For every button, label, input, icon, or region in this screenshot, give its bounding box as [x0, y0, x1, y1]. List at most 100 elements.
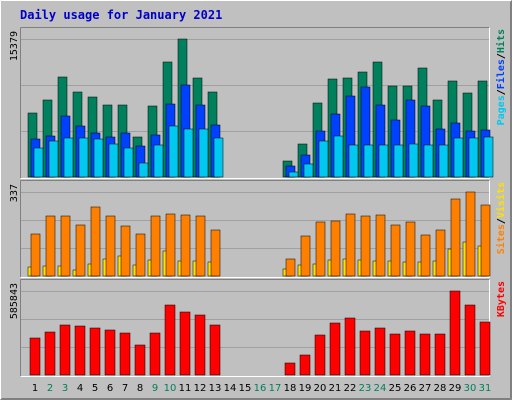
x-tick-label: 6 — [107, 383, 113, 394]
bar-pages-day-9 — [153, 144, 164, 178]
bar-pages-day-23 — [363, 144, 374, 178]
x-tick-label: 23 — [359, 383, 372, 394]
bar-pages-day-18 — [288, 171, 299, 178]
legend-visits: Sites/Visits — [495, 182, 507, 254]
legend-label-sites: Sites — [495, 224, 507, 254]
panel-kbytes: 585843 KBytes — [9, 279, 507, 377]
bar-sites-day-11 — [180, 214, 191, 277]
bar-kbytes-day-27 — [419, 333, 431, 376]
bar-pages-day-8 — [138, 162, 149, 178]
bar-pages-day-24 — [378, 144, 389, 178]
bar-sites-day-10 — [165, 213, 176, 277]
bar-sites-day-19 — [300, 235, 311, 277]
x-tick-label: 30 — [464, 383, 477, 394]
legend-label-: / — [496, 218, 507, 224]
legend-label-: / — [496, 89, 507, 95]
bar-sites-day-22 — [345, 213, 356, 277]
y-max-label-kbytes: 585843 — [9, 283, 20, 319]
y-max-label-hits: 15379 — [9, 31, 20, 61]
x-tick-label: 12 — [194, 383, 207, 394]
bar-pages-day-4 — [78, 137, 89, 178]
bar-sites-day-9 — [150, 215, 161, 277]
series-pages — [33, 125, 494, 178]
bar-sites-day-20 — [315, 221, 326, 277]
bar-kbytes-day-19 — [299, 354, 311, 376]
bar-sites-day-12 — [195, 215, 206, 277]
bar-kbytes-day-30 — [464, 304, 476, 376]
bar-sites-day-5 — [90, 206, 101, 277]
bar-kbytes-day-25 — [389, 333, 401, 376]
x-tick-label: 22 — [344, 383, 357, 394]
x-tick-label: 10 — [164, 383, 177, 394]
chart-panels: 15379Pages/Files/Hits337Sites/Visits5858… — [9, 27, 507, 377]
y-max-label-visits: 337 — [9, 184, 20, 202]
bar-kbytes-day-4 — [74, 325, 86, 376]
x-tick-label: 31 — [479, 383, 492, 394]
bar-sites-day-6 — [105, 215, 116, 277]
bar-sites-day-1 — [30, 233, 41, 277]
x-tick-label: 16 — [254, 383, 267, 394]
series-sites — [30, 191, 491, 277]
bar-pages-day-25 — [393, 144, 404, 178]
bar-sites-day-27 — [420, 234, 431, 277]
bar-pages-day-31 — [483, 136, 494, 178]
bar-pages-day-22 — [348, 144, 359, 178]
bar-kbytes-day-20 — [314, 334, 326, 376]
x-tick-label: 19 — [299, 383, 312, 394]
bar-kbytes-day-6 — [104, 329, 116, 376]
bar-pages-day-30 — [468, 137, 479, 178]
bar-kbytes-day-31 — [479, 321, 491, 376]
legend-label-files: Files — [495, 59, 507, 89]
bar-kbytes-day-12 — [194, 314, 206, 376]
bar-sites-day-30 — [465, 191, 476, 277]
bar-kbytes-day-23 — [359, 330, 371, 376]
bar-sites-day-7 — [120, 225, 131, 277]
bar-pages-day-7 — [123, 147, 134, 178]
x-tick-label: 28 — [434, 383, 447, 394]
x-tick-label: 11 — [179, 383, 192, 394]
bar-kbytes-day-11 — [179, 311, 191, 376]
bar-sites-day-29 — [450, 198, 461, 277]
x-tick-label: 20 — [314, 383, 327, 394]
bar-kbytes-day-24 — [374, 327, 386, 376]
legend-label-hits: Hits — [495, 29, 507, 53]
x-tick-label: 25 — [389, 383, 402, 394]
x-axis-day-labels: 1 2 3 4 5 6 7 8 9 10 11 12 13 14 15 16 17 18 19 20 21 22 23 24 2… — [32, 383, 492, 394]
bar-pages-day-2 — [48, 140, 59, 178]
bar-pages-day-21 — [333, 135, 344, 178]
bar-sites-day-2 — [45, 215, 56, 277]
x-tick-label: 17 — [269, 383, 282, 394]
bar-pages-day-12 — [198, 128, 209, 178]
legend-kbytes: KBytes — [496, 281, 507, 317]
bar-pages-day-19 — [303, 163, 314, 178]
bar-kbytes-day-3 — [59, 324, 71, 376]
x-tick-label: 1 — [32, 383, 38, 394]
series-kbytes — [29, 290, 491, 376]
x-tick-label: 14 — [224, 383, 237, 394]
x-tick-label: 7 — [122, 383, 128, 394]
bar-sites-day-24 — [375, 214, 386, 277]
bar-pages-day-28 — [438, 144, 449, 178]
x-tick-label: 3 — [62, 383, 68, 394]
x-tick-label: 2 — [47, 383, 53, 394]
bar-pages-day-10 — [168, 125, 179, 178]
panel-visits: 337 Sites/Visits — [9, 180, 507, 278]
bar-sites-day-4 — [75, 224, 86, 277]
legend-label-pages: Pages — [496, 95, 507, 125]
bar-kbytes-day-22 — [344, 317, 356, 376]
bar-kbytes-day-9 — [149, 332, 161, 376]
bar-sites-day-8 — [135, 233, 146, 277]
bar-sites-day-26 — [405, 221, 416, 277]
x-tick-label: 4 — [77, 383, 83, 394]
legend-label-visits: Visits — [495, 182, 507, 218]
x-tick-label: 26 — [404, 383, 417, 394]
bar-sites-day-31 — [480, 204, 491, 277]
bar-kbytes-day-1 — [29, 337, 41, 376]
x-tick-label: 27 — [419, 383, 432, 394]
x-tick-label: 21 — [329, 383, 342, 394]
bar-sites-day-13 — [210, 229, 221, 277]
bar-sites-day-23 — [360, 215, 371, 277]
bar-pages-day-1 — [33, 147, 44, 178]
